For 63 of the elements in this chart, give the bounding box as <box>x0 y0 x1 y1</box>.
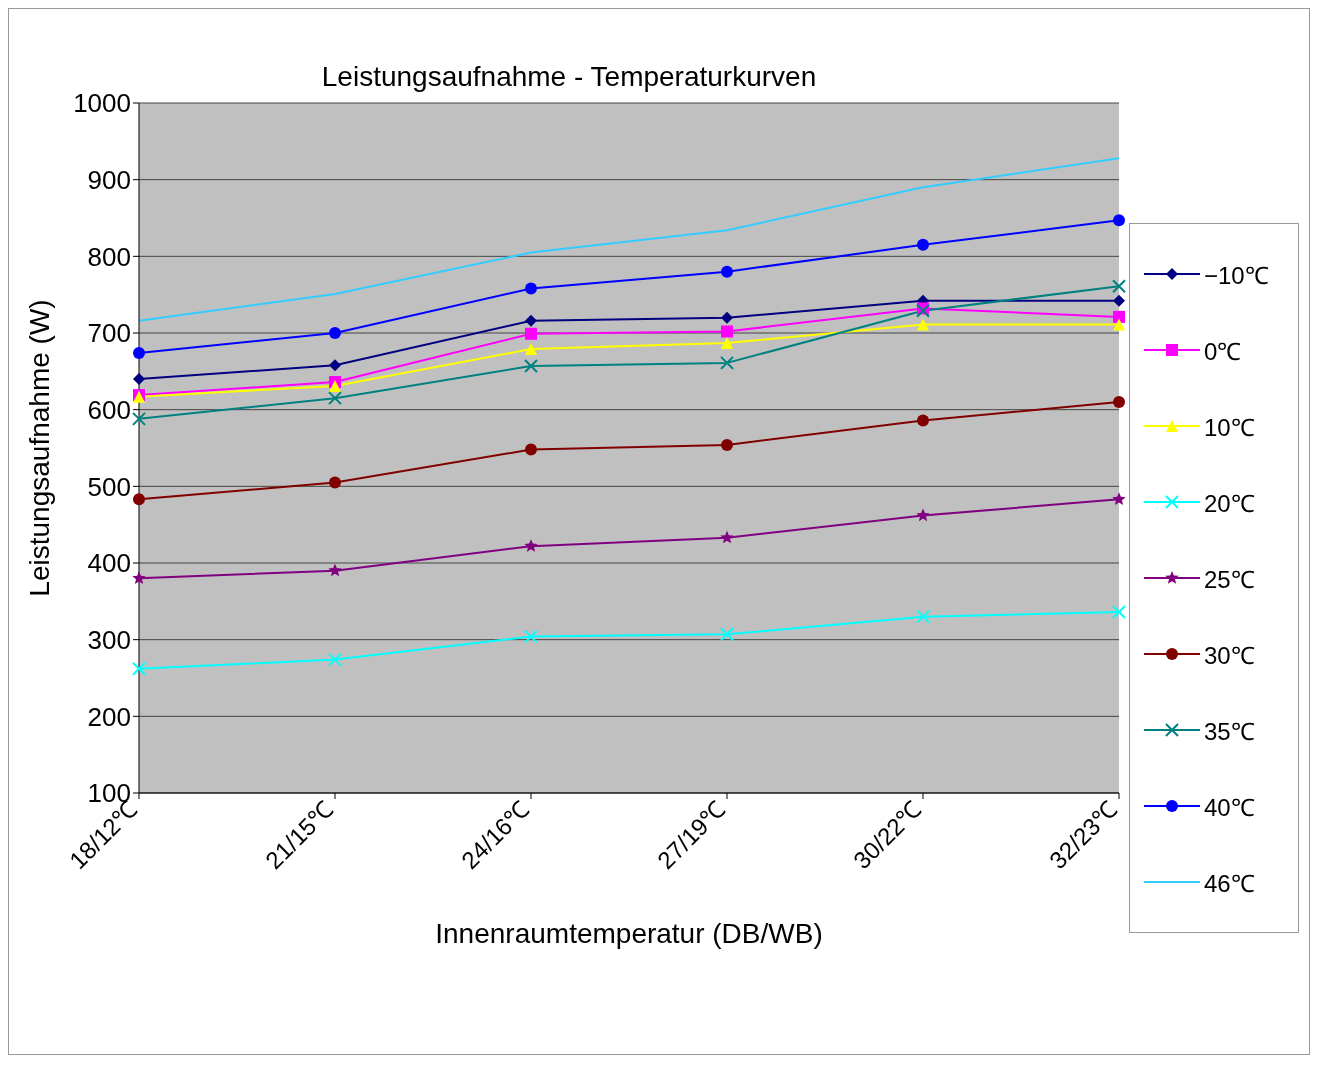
point <box>721 325 733 338</box>
legend-label: 20℃ <box>1204 488 1255 519</box>
y-tick-label: 900 <box>87 164 131 195</box>
point <box>329 327 341 339</box>
point <box>328 652 342 667</box>
point <box>1113 318 1125 331</box>
point <box>132 661 146 676</box>
point <box>720 530 734 544</box>
point <box>721 336 733 349</box>
chart-title: Leistungsaufnahme - Temperaturkurven <box>321 61 817 92</box>
point <box>720 355 734 370</box>
legend-label: 0℃ <box>1204 336 1242 367</box>
legend-label: −10℃ <box>1204 260 1269 291</box>
point <box>524 358 538 373</box>
legend-label: 35℃ <box>1204 716 1255 747</box>
point <box>1113 396 1125 408</box>
point <box>1113 310 1125 323</box>
y-axis-title: Leistungsaufnahme (W) <box>23 299 55 597</box>
legend-label: 30℃ <box>1204 640 1255 671</box>
y-tick-label: 300 <box>87 624 131 655</box>
point <box>524 629 538 644</box>
point <box>133 346 145 359</box>
point <box>1112 279 1126 294</box>
legend-label: 25℃ <box>1204 564 1255 595</box>
point <box>721 311 733 324</box>
point <box>329 476 341 489</box>
point <box>1113 294 1125 307</box>
point <box>132 571 146 584</box>
point <box>917 238 929 251</box>
point <box>133 373 145 385</box>
point <box>720 627 734 642</box>
point <box>133 493 145 506</box>
point <box>721 438 733 451</box>
point <box>525 327 537 340</box>
point <box>1112 605 1126 620</box>
y-tick-label: 800 <box>87 241 131 272</box>
point <box>524 539 538 552</box>
legend-label: 40℃ <box>1204 792 1255 823</box>
point <box>1113 214 1125 227</box>
point <box>132 411 146 426</box>
point <box>525 443 537 456</box>
y-tick-label: 600 <box>87 394 131 425</box>
point <box>721 265 733 278</box>
point <box>917 414 929 427</box>
line-series <box>138 157 1120 322</box>
point <box>916 609 930 624</box>
point <box>328 391 342 406</box>
point <box>917 318 929 331</box>
point <box>328 563 342 577</box>
y-tick-label: 1000 <box>73 88 131 119</box>
y-tick-label: 400 <box>87 548 131 579</box>
point <box>525 282 537 295</box>
y-tick-label: 200 <box>87 701 131 732</box>
point <box>525 314 537 327</box>
point <box>916 508 930 522</box>
point <box>1112 492 1126 506</box>
x-axis-title: Innenraumtemperatur (DB/WB) <box>435 918 823 949</box>
legend-label: 46℃ <box>1204 868 1255 899</box>
y-tick-label: 700 <box>87 318 131 349</box>
legend-label: 10℃ <box>1204 412 1255 443</box>
point <box>329 359 341 372</box>
point <box>525 343 537 356</box>
y-tick-label: 500 <box>87 471 131 502</box>
